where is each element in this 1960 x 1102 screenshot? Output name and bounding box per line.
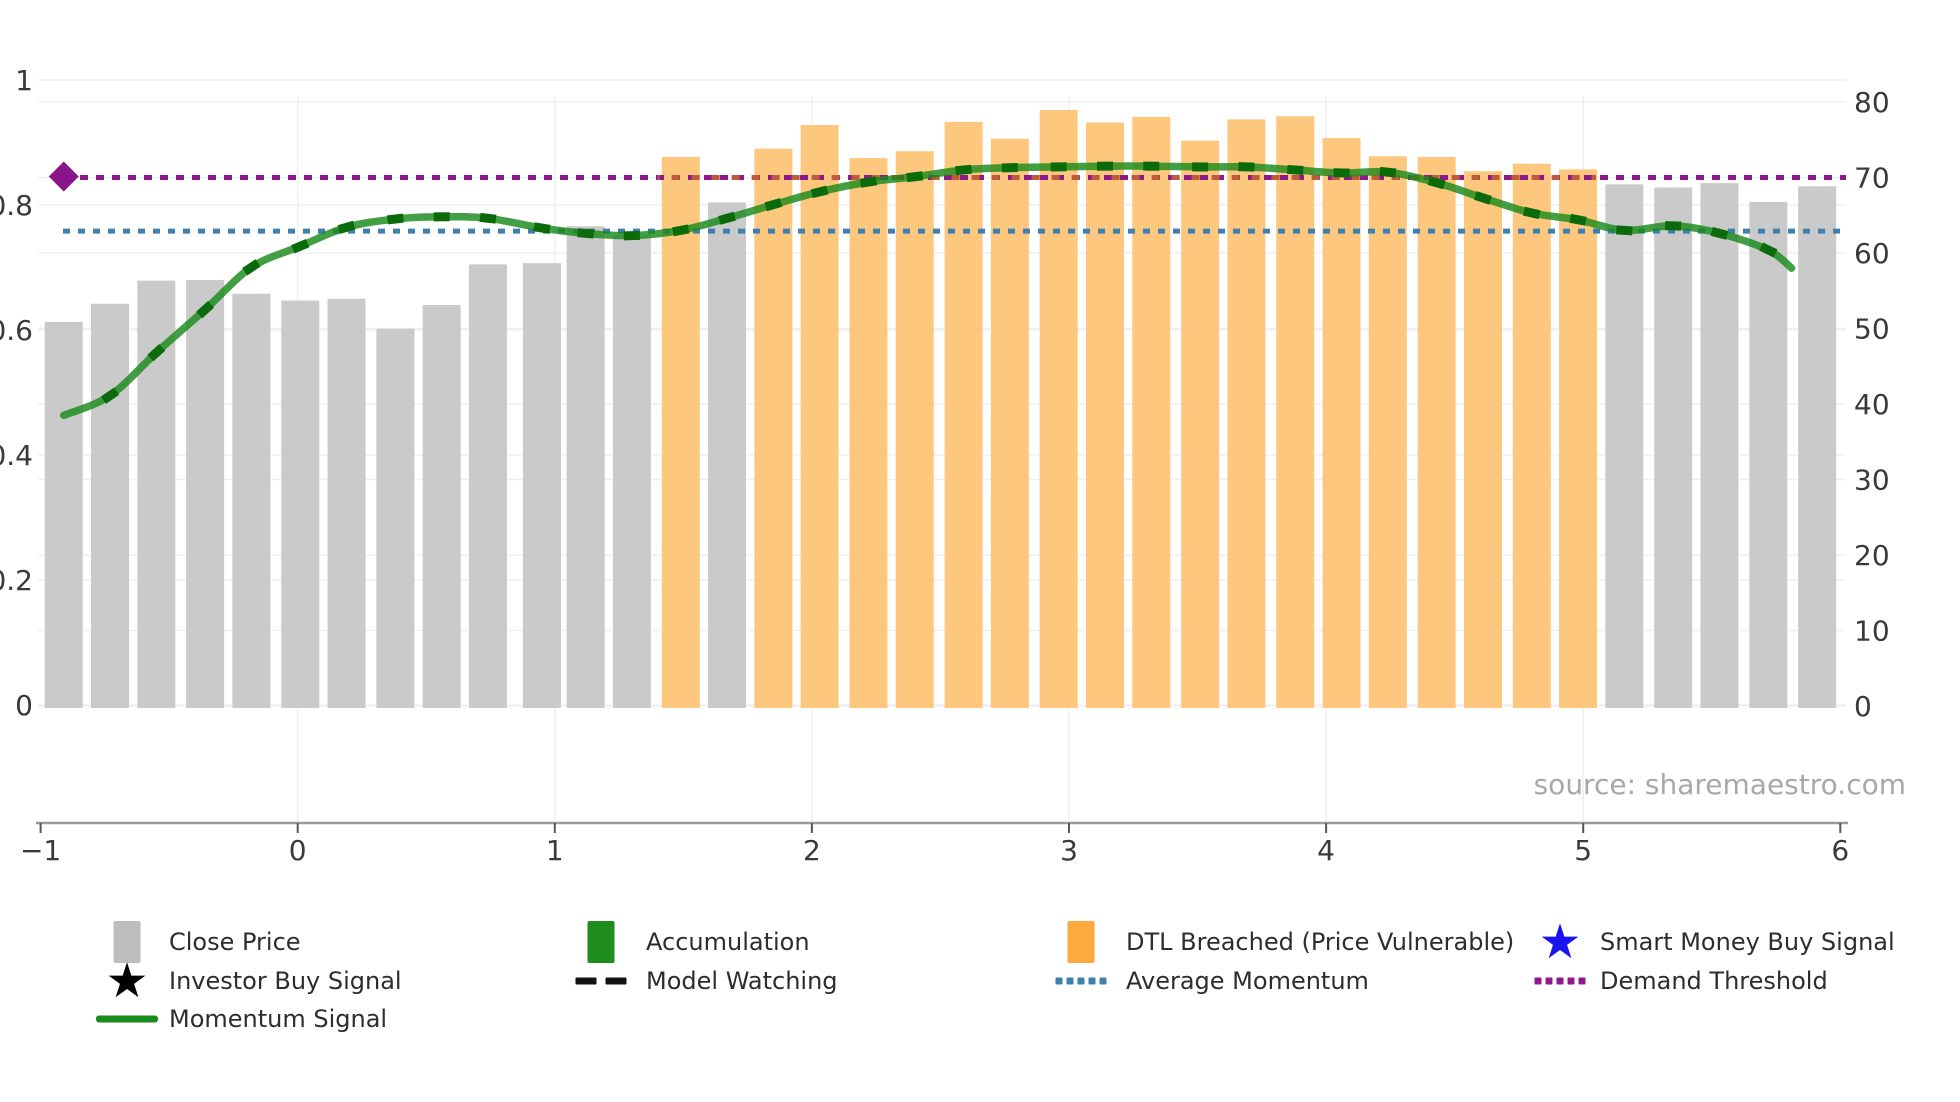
bar-dtl-breached (1276, 116, 1315, 708)
svg-text:6: 6 (1831, 834, 1849, 867)
bar-dtl-breached (849, 158, 888, 708)
bar-close-price (44, 321, 83, 708)
line-swatch-icon (96, 1015, 158, 1023)
close-price-bars[interactable] (44, 110, 1837, 708)
close-price-swatch-icon (113, 921, 141, 963)
svg-text:5: 5 (1574, 834, 1592, 867)
legend-item-dtl-breached-price-vulnerable[interactable]: DTL Breached (Price Vulnerable) (1021, 921, 1541, 963)
legend-item-demand-threshold[interactable]: Demand Threshold (1500, 961, 1960, 1001)
bar-dtl-breached (1322, 138, 1361, 708)
dashed-line-icon (575, 977, 627, 985)
bar-dtl-breached (1368, 156, 1407, 708)
bar-close-price (186, 280, 225, 708)
legend-label: Smart Money Buy Signal (1600, 928, 1895, 956)
legend-label: Close Price (169, 928, 301, 956)
star-icon: ★ (1538, 914, 1582, 970)
right-y-axis: 80 70 60 50 40 30 20 10 0 (1854, 86, 1890, 723)
legend-item-model-watching[interactable]: Model Watching (541, 961, 1061, 1001)
bar-close-price (468, 264, 507, 708)
svg-text:0.8: 0.8 (0, 189, 33, 222)
bar-close-price (422, 305, 461, 708)
dtl-breached-price-vulnerable-swatch-icon (1067, 921, 1095, 963)
legend-label: Momentum Signal (169, 1005, 388, 1033)
bar-close-price (281, 300, 320, 708)
svg-text:2: 2 (803, 834, 821, 867)
svg-text:0.6: 0.6 (0, 314, 33, 347)
legend-label: Investor Buy Signal (169, 967, 402, 995)
svg-text:0.2: 0.2 (0, 564, 33, 597)
dotted-line-icon (1055, 977, 1107, 985)
svg-text:30: 30 (1854, 464, 1890, 497)
svg-text:50: 50 (1854, 313, 1890, 346)
svg-text:1: 1 (546, 834, 564, 867)
demand-threshold-marker (48, 161, 79, 192)
legend-label: Average Momentum (1126, 967, 1369, 995)
svg-text:1: 1 (15, 64, 33, 97)
accumulation-dashes (100, 161, 1778, 404)
legend-label: Demand Threshold (1600, 967, 1828, 995)
bar-close-price (1749, 201, 1788, 708)
left-y-axis: 1 0.8 0.6 0.4 0.2 0 (0, 64, 33, 722)
svg-text:−1: −1 (20, 834, 61, 867)
svg-text:0: 0 (1854, 690, 1872, 723)
bar-close-price (1700, 183, 1739, 708)
bar-dtl-breached (1181, 140, 1220, 708)
legend-label: Model Watching (646, 967, 838, 995)
legend-label: DTL Breached (Price Vulnerable) (1126, 928, 1515, 956)
bar-dtl-breached (754, 148, 793, 708)
svg-text:3: 3 (1060, 834, 1078, 867)
bar-close-price (376, 328, 415, 708)
bar-dtl-breached (1463, 171, 1502, 708)
svg-text:0: 0 (289, 834, 307, 867)
bar-dtl-breached (800, 125, 839, 708)
bar-close-price (1798, 186, 1837, 708)
bar-dtl-breached (1512, 163, 1551, 708)
svg-text:20: 20 (1854, 539, 1890, 572)
bar-dtl-breached (1132, 116, 1171, 708)
legend-item-smart-money-buy-signal[interactable]: ★ Smart Money Buy Signal (1500, 914, 1960, 970)
star-icon: ★ (105, 953, 149, 1009)
legend-label: Accumulation (646, 928, 810, 956)
source-note: source: sharemaestro.com (1533, 768, 1906, 801)
svg-text:80: 80 (1854, 86, 1890, 119)
svg-text:60: 60 (1854, 237, 1890, 270)
bar-dtl-breached (1227, 119, 1266, 708)
bar-close-price (91, 303, 130, 708)
bar-dtl-breached (990, 138, 1029, 708)
legend-item-accumulation[interactable]: Accumulation (541, 921, 1061, 963)
bar-close-price (708, 202, 747, 708)
svg-text:40: 40 (1854, 388, 1890, 421)
bar-dtl-breached (1559, 169, 1598, 708)
svg-text:70: 70 (1854, 162, 1890, 195)
svg-text:0: 0 (15, 689, 33, 722)
bar-dtl-breached (1417, 156, 1456, 708)
bar-dtl-breached (1085, 122, 1124, 708)
svg-text:0.4: 0.4 (0, 439, 33, 472)
legend-item-close-price[interactable]: Close Price (67, 921, 587, 963)
x-axis: −1 0 1 2 3 4 5 6 (20, 821, 1849, 867)
bar-dtl-breached (661, 156, 700, 708)
legend-item-investor-buy-signal[interactable]: ★ Investor Buy Signal (67, 953, 587, 1009)
bar-close-price (327, 298, 366, 708)
bar-close-price (1605, 184, 1644, 708)
dotted-line-icon (1534, 977, 1586, 985)
legend-item-momentum-signal[interactable]: Momentum Signal (67, 999, 587, 1039)
bar-close-price (566, 226, 605, 708)
svg-text:4: 4 (1317, 834, 1335, 867)
bar-close-price (1654, 187, 1693, 708)
accumulation-swatch-icon (587, 921, 615, 963)
bar-dtl-breached (895, 151, 934, 708)
bar-dtl-breached (1039, 110, 1078, 708)
bar-close-price (612, 235, 651, 708)
bar-dtl-breached (944, 121, 983, 708)
bar-close-price (232, 293, 271, 708)
svg-text:10: 10 (1854, 615, 1890, 648)
bar-close-price (522, 263, 561, 708)
legend-item-average-momentum[interactable]: Average Momentum (1021, 961, 1541, 1001)
